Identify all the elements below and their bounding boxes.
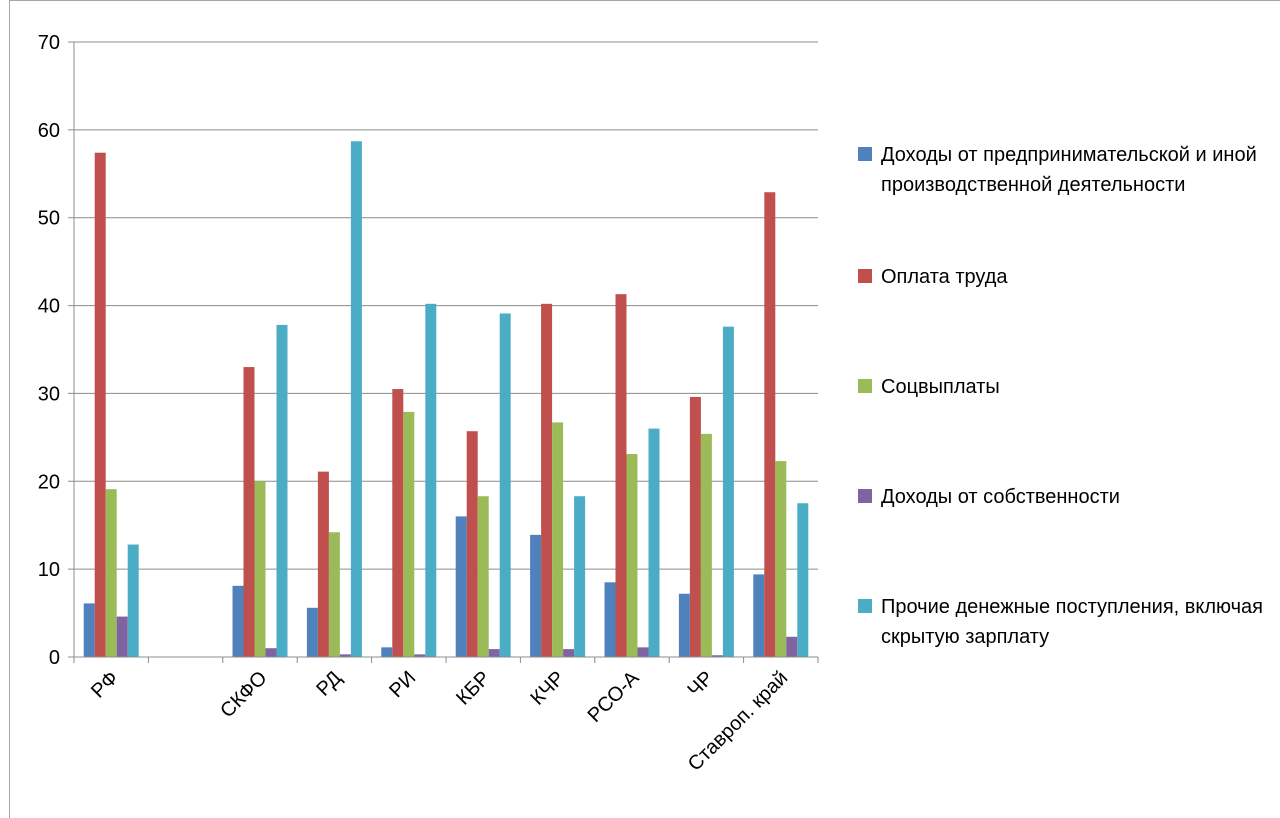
bar: [403, 411, 415, 657]
bar: [339, 654, 351, 657]
bar: [94, 152, 106, 657]
legend-swatch: [858, 489, 872, 503]
bar: [265, 648, 277, 657]
legend: Доходы от предпринимательской и иной про…: [858, 140, 1278, 680]
y-tick-label: 70: [38, 32, 60, 54]
legend-item: Доходы от собственности: [858, 482, 1280, 512]
bar: [276, 324, 288, 657]
bar: [425, 303, 437, 657]
bar: [105, 489, 117, 657]
legend-swatch: [858, 147, 872, 161]
x-tick-label: РФ: [87, 667, 123, 703]
bar: [541, 303, 553, 657]
legend-label: Соцвыплаты: [881, 376, 1000, 398]
legend-swatch: [858, 379, 872, 393]
x-tick-label: ЧР: [684, 667, 718, 701]
legend-label: Доходы от собственности: [881, 486, 1120, 508]
chart-frame: [9, 0, 1280, 818]
legend-label: Оплата труда: [881, 266, 1008, 288]
bar: [116, 616, 128, 657]
bar: [711, 655, 723, 657]
legend-item: Оплата труда: [858, 262, 1280, 292]
bar: [689, 396, 701, 657]
bar: [414, 654, 426, 657]
legend-item: Доходы от предпринимательской и иной про…: [858, 140, 1280, 200]
y-tick-label: 0: [49, 647, 60, 669]
bar: [775, 461, 787, 657]
y-tick-label: 10: [38, 559, 60, 581]
bar: [477, 496, 489, 657]
axes: [68, 42, 819, 663]
bar: [764, 192, 776, 657]
x-tick-label: РИ: [385, 667, 420, 702]
legend-swatch: [858, 269, 872, 283]
bar: [797, 503, 809, 657]
bar: [392, 389, 404, 657]
x-tick-label: РСО-А: [584, 667, 644, 727]
bar: [574, 496, 586, 657]
bar: [466, 431, 478, 657]
bar: [722, 326, 734, 657]
bar: [381, 647, 393, 657]
legend-item: Соцвыплаты: [858, 372, 1280, 402]
bar: [488, 649, 500, 657]
bar: [563, 649, 575, 657]
bar: [648, 428, 660, 657]
y-tick-label: 30: [38, 383, 60, 405]
bar: [626, 454, 638, 657]
legend-label: Доходы от предпринимательской и иной про…: [881, 144, 1257, 196]
bar: [700, 433, 712, 657]
bar: [254, 481, 266, 657]
bar: [786, 636, 798, 657]
bar: [499, 313, 511, 657]
bar: [615, 294, 627, 657]
bar: [328, 532, 340, 657]
y-tick-label: 40: [38, 296, 60, 318]
bar: [552, 422, 564, 657]
legend-item: Прочие денежные поступления, включая скр…: [858, 592, 1280, 652]
legend-label: Прочие денежные поступления, включая скр…: [881, 596, 1263, 648]
bar: [350, 141, 362, 657]
bar: [604, 582, 616, 657]
bar: [306, 607, 318, 657]
bar: [317, 471, 329, 657]
x-tick-label: РД: [312, 667, 346, 701]
bar: [678, 593, 690, 657]
bar: [83, 603, 95, 657]
x-tick-label: СКФО: [216, 667, 271, 722]
bar: [530, 534, 542, 657]
y-tick-label: 20: [38, 471, 60, 493]
bar: [232, 585, 244, 657]
y-tick-label: 50: [38, 208, 60, 230]
y-tick-label: 60: [38, 120, 60, 142]
bar: [637, 647, 649, 657]
x-tick-label: КБР: [452, 667, 495, 710]
bar: [127, 544, 139, 657]
legend-swatch: [858, 599, 872, 613]
bar: [455, 516, 467, 657]
x-tick-label: КЧР: [526, 667, 569, 710]
bars: [83, 141, 809, 657]
bar: [243, 367, 255, 657]
bar: [753, 574, 765, 657]
